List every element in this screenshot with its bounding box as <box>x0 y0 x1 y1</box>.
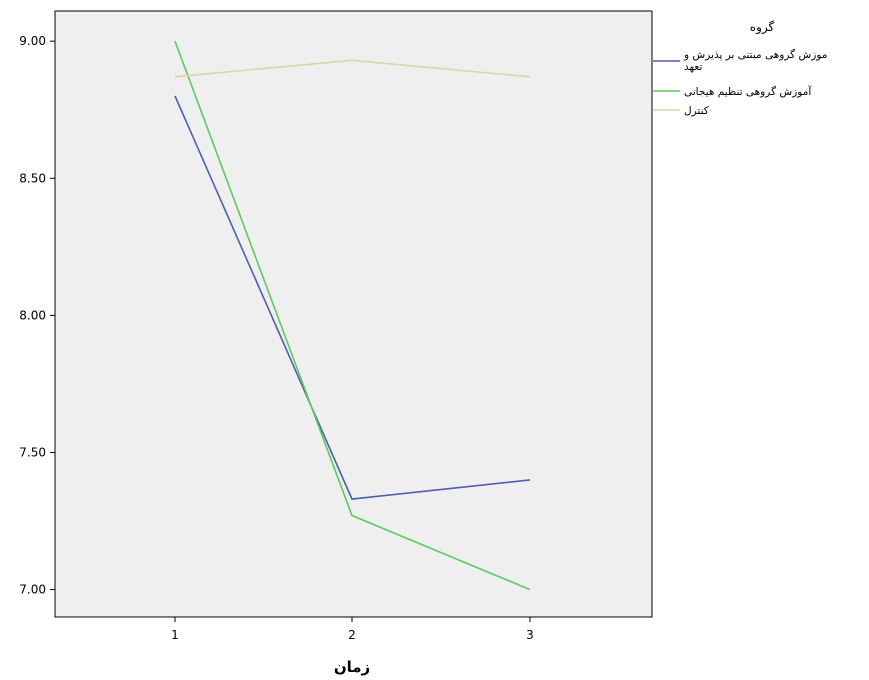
legend-label-1: تعهد <box>684 61 702 73</box>
legend-label-2: آموزش گروهی تنظیم هیجانی <box>684 85 812 98</box>
y-tick-label: 7.50 <box>19 445 46 459</box>
y-tick-label: 7.00 <box>19 583 46 597</box>
series-lines <box>174 40 531 591</box>
x-tick-label: 2 <box>348 628 356 642</box>
legend-label-3: کنترل <box>684 105 709 117</box>
series-line-2 <box>174 40 531 591</box>
x-tick-label: 3 <box>526 628 534 642</box>
legend-label-1: موزش گروهی مبتنی بر پذیرش و <box>683 48 827 61</box>
plot-area <box>54 10 653 618</box>
x-tick-label: 1 <box>171 628 179 642</box>
x-axis-label: زمان <box>334 658 370 676</box>
y-axis: 7.00 7.50 8.00 8.50 9.00 <box>19 34 55 597</box>
y-tick-label: 8.50 <box>19 171 46 185</box>
series-line-1 <box>174 95 531 500</box>
series-line-3 <box>174 59 531 78</box>
y-tick-label: 9.00 <box>19 34 46 48</box>
y-tick-label: 8.00 <box>19 308 46 322</box>
x-axis: 1 2 3 <box>171 617 534 642</box>
legend-title: گروه <box>750 20 775 35</box>
